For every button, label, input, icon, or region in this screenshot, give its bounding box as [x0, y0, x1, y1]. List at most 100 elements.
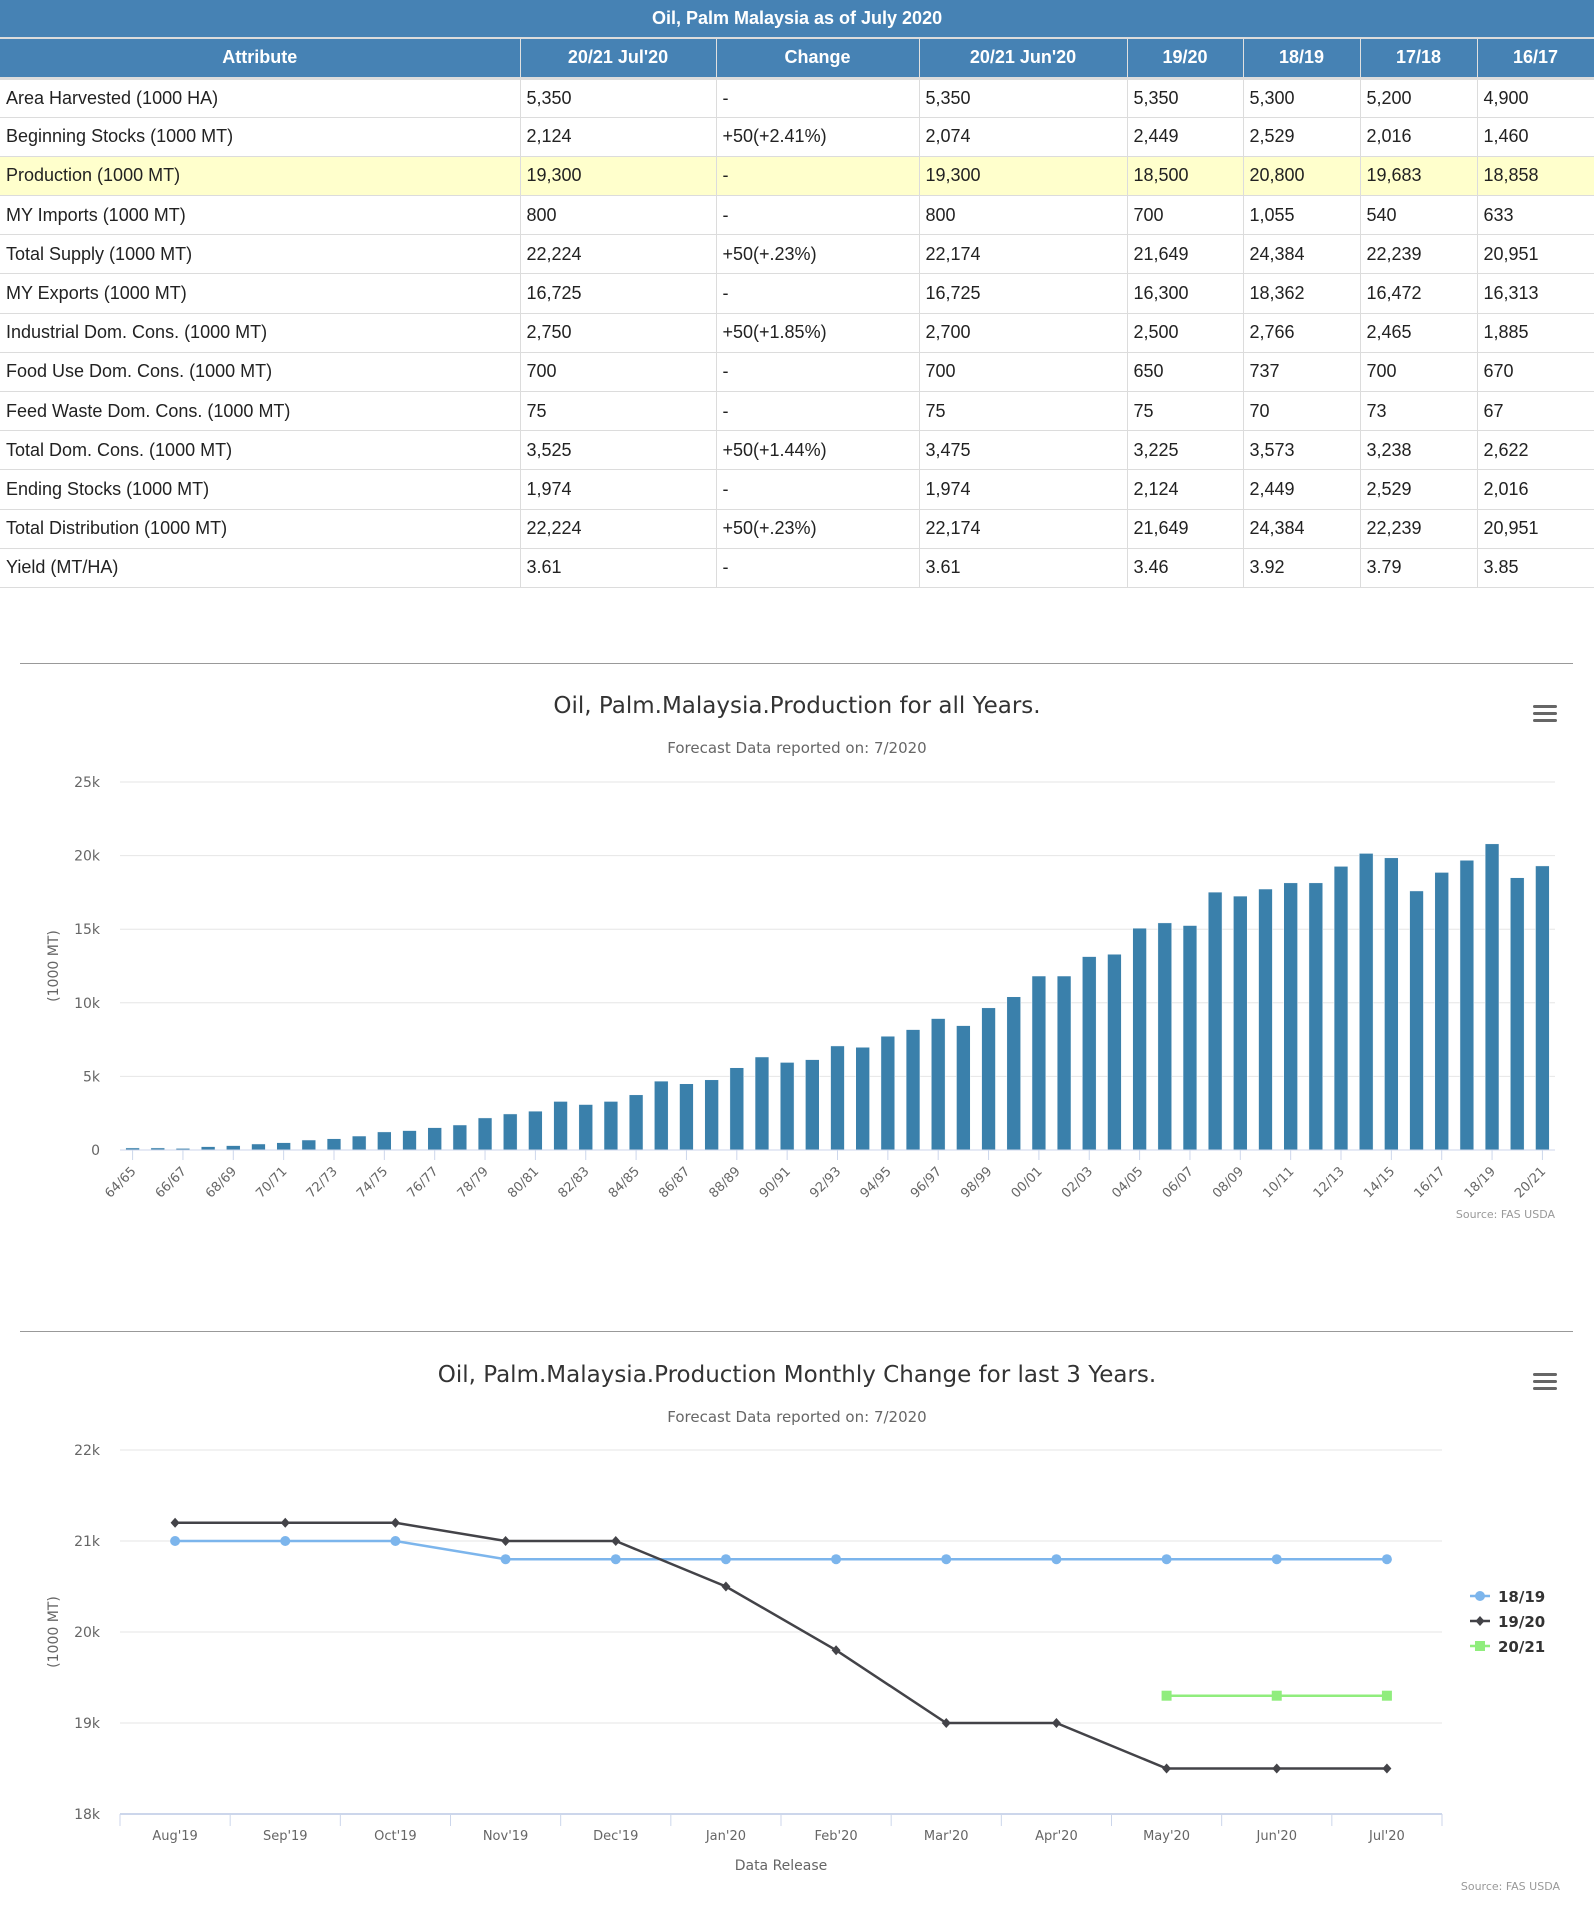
series-line-19-20 — [175, 1521, 1387, 1770]
row-value: 700 — [1127, 195, 1244, 236]
hamburger-menu-icon[interactable] — [1533, 705, 1557, 725]
row-value: 3.46 — [1127, 548, 1244, 588]
production-all-years-chart: 0 5k 10k 15k 20k 25k (1000 MT) 64/65 66/67 68/69 7… — [46, 775, 1555, 1221]
bar — [1258, 888, 1273, 1151]
column-header: 20/21 Jul'20 — [520, 38, 717, 80]
table-row: Food Use Dom. Cons. (1000 MT) 700-700 650 7… — [0, 352, 1594, 393]
row-value: 19,300 — [919, 156, 1128, 197]
row-value: 3,225 — [1127, 430, 1244, 471]
row-attribute: Beginning Stocks (1000 MT) — [0, 117, 521, 157]
data-point — [1161, 1690, 1172, 1701]
bar — [377, 1131, 392, 1151]
bar — [553, 1101, 568, 1151]
x-tick-label: 98/99 — [958, 1164, 995, 1201]
bar — [402, 1130, 417, 1151]
bar — [1510, 877, 1525, 1151]
row-attribute: Food Use Dom. Cons. (1000 MT) — [0, 352, 521, 393]
row-value: 16,725 — [520, 273, 717, 314]
bar — [1459, 860, 1475, 1151]
x-tick-label: Aug'19 — [152, 1829, 198, 1844]
row-value: 4,900 — [1477, 78, 1594, 118]
row-change: - — [716, 195, 920, 236]
table-row: Area Harvested (1000 HA) 5,350-5,350 5,350… — [0, 78, 1594, 118]
y-tick-label: 19k — [74, 1716, 101, 1732]
row-value: 16,313 — [1477, 273, 1594, 314]
row-change: - — [716, 548, 920, 588]
data-point — [501, 1536, 511, 1546]
bar — [326, 1138, 342, 1151]
row-value: 19,683 — [1360, 156, 1478, 197]
table-row: Total Distribution (1000 MT) 22,224 +50(+.… — [0, 509, 1594, 549]
x-tick-label: 00/01 — [1009, 1164, 1046, 1201]
row-value: 67 — [1477, 391, 1594, 432]
bar — [654, 1080, 669, 1151]
row-change: +50(+2.41%) — [716, 117, 920, 157]
row-value: 22,174 — [919, 509, 1128, 549]
column-header: 18/19 — [1243, 38, 1361, 80]
row-value: 70 — [1243, 391, 1361, 432]
bar — [1283, 882, 1298, 1151]
x-axis-label: Data Release — [735, 1858, 828, 1874]
legend-item[interactable]: 19/20 — [1470, 1613, 1545, 1631]
table-row: Ending Stocks (1000 MT) 1,974-1,974 2,124 2… — [0, 469, 1594, 510]
row-attribute: MY Imports (1000 MT) — [0, 195, 521, 236]
bar — [1157, 922, 1172, 1151]
row-attribute: MY Exports (1000 MT) — [0, 273, 521, 314]
x-tick-label: Jan'20 — [705, 1829, 746, 1844]
table-row: Beginning Stocks (1000 MT) 2,124 +50(+2.41… — [0, 117, 1594, 157]
hamburger-menu-icon[interactable] — [1533, 1373, 1557, 1393]
row-value: 2,449 — [1127, 117, 1244, 157]
row-value: 2,124 — [520, 117, 717, 157]
x-tick-label: 68/69 — [203, 1164, 240, 1201]
x-tick-label: 20/21 — [1512, 1164, 1549, 1201]
row-value: 3.79 — [1360, 548, 1478, 588]
bar — [1107, 953, 1122, 1151]
production-monthly-change-chart: 18k 19k 20k 21k 22k (1000 MT) Aug'19 Sep'19 Oct'… — [46, 1443, 1561, 1893]
row-attribute: Total Distribution (1000 MT) — [0, 509, 521, 549]
chart2-title: Oil, Palm.Malaysia.Production Monthly Ch… — [437, 1362, 1157, 1388]
bar — [477, 1117, 493, 1151]
row-attribute: Feed Waste Dom. Cons. (1000 MT) — [0, 391, 521, 432]
bar — [1308, 882, 1324, 1151]
row-value: 3,475 — [919, 430, 1128, 471]
row-value: 650 — [1127, 352, 1244, 393]
x-tick-label: Jul'20 — [1368, 1829, 1405, 1844]
row-value: 3.92 — [1243, 548, 1361, 588]
data-point — [280, 1517, 290, 1528]
row-value: 2,529 — [1243, 117, 1361, 157]
y-tick-label: 22k — [74, 1443, 101, 1459]
legend-item[interactable]: 18/19 — [1470, 1588, 1545, 1606]
row-value: 2,074 — [919, 117, 1128, 157]
source-label: Source: FAS USDA — [1461, 1880, 1561, 1893]
x-tick-label: 02/03 — [1059, 1164, 1096, 1201]
x-tick-label: 92/93 — [807, 1164, 844, 1201]
data-point — [941, 1718, 951, 1728]
x-tick-label: 04/05 — [1109, 1164, 1146, 1201]
bar — [779, 1062, 795, 1151]
x-tick-label: 06/07 — [1160, 1164, 1197, 1201]
row-value: 16,725 — [919, 273, 1128, 314]
chart1-title: Oil, Palm.Malaysia.Production for all Ye… — [553, 693, 1041, 719]
row-value: 1,974 — [919, 469, 1128, 510]
data-point — [170, 1536, 181, 1546]
row-value: 700 — [919, 352, 1128, 393]
chart1-divider — [20, 663, 1573, 664]
row-value: 2,124 — [1127, 469, 1244, 510]
bar — [427, 1127, 442, 1151]
x-tick-label: Feb'20 — [815, 1829, 858, 1844]
legend-marker — [1475, 1591, 1485, 1601]
y-tick-label: 21k — [74, 1534, 101, 1550]
legend-item[interactable]: 20/21 — [1470, 1638, 1545, 1656]
x-tick-label: 66/67 — [153, 1164, 190, 1201]
bar — [1359, 853, 1374, 1151]
data-point — [390, 1536, 401, 1546]
data-point — [170, 1517, 180, 1528]
row-value: 2,016 — [1360, 117, 1478, 157]
data-point — [1271, 1690, 1282, 1701]
data-point — [1162, 1763, 1172, 1774]
row-value: 540 — [1360, 195, 1478, 236]
row-change: - — [716, 352, 920, 393]
data-point — [831, 1554, 842, 1565]
x-tick-label: 70/71 — [253, 1164, 290, 1201]
row-value: 800 — [919, 195, 1128, 236]
